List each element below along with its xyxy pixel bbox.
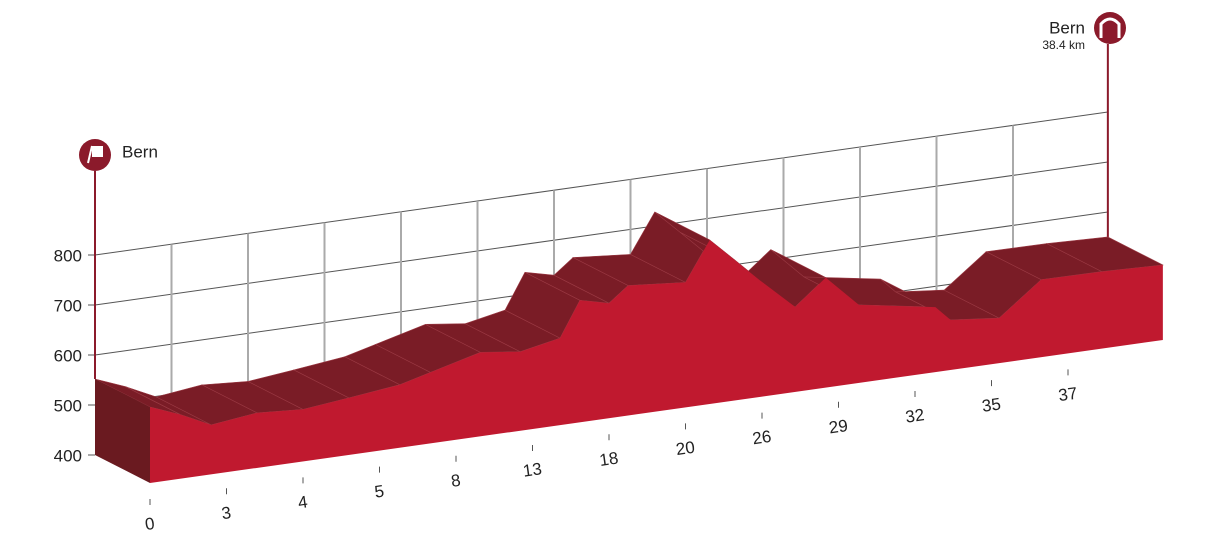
grid-line: [94, 161, 1108, 306]
grid-line: [94, 111, 1108, 256]
x-tick-label: 26: [751, 427, 772, 448]
flag-icon: [87, 145, 103, 164]
x-tick-label: 5: [373, 482, 385, 502]
x-tick-label: 13: [522, 459, 543, 480]
profile-side: [95, 379, 150, 483]
start-marker: Bern: [79, 139, 158, 171]
y-tick-label: 500: [54, 396, 82, 415]
x-tick-label: 29: [828, 416, 849, 437]
arch-icon: [1099, 17, 1121, 38]
x-tick-label: 20: [675, 438, 696, 459]
x-tick-label: 3: [220, 503, 232, 523]
y-tick-label: 700: [54, 296, 82, 315]
x-tick-label: 35: [981, 394, 1002, 415]
x-tick-label: 32: [904, 405, 925, 426]
x-tick-label: 18: [598, 448, 619, 469]
start-label: Bern: [122, 142, 158, 161]
x-tick-label: 37: [1057, 384, 1078, 405]
y-tick-label: 800: [54, 246, 82, 265]
finish-label: Bern: [1049, 18, 1085, 37]
finish-marker: Bern 38.4 km: [1042, 12, 1126, 52]
x-tick-label: 4: [297, 492, 309, 512]
x-tick-label: 8: [450, 471, 462, 491]
y-tick-label: 400: [54, 446, 82, 465]
y-tick-label: 600: [54, 346, 82, 365]
x-tick-label: 0: [144, 514, 156, 534]
profile-front: [150, 239, 1163, 483]
finish-icon: [1094, 12, 1126, 44]
finish-distance: 38.4 km: [1042, 38, 1085, 52]
